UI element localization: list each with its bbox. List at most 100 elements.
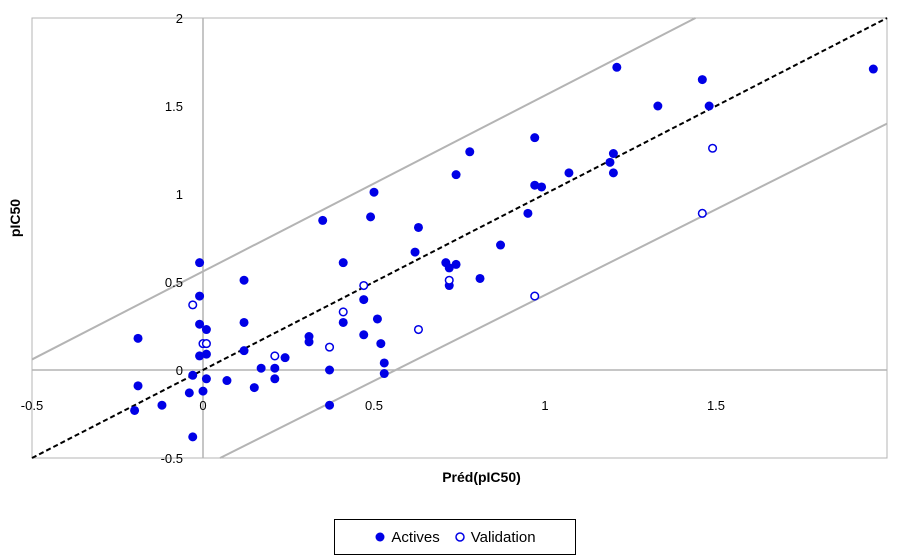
reference-lines <box>31 17 888 459</box>
data-point-validation <box>708 143 718 153</box>
legend-label-actives: Actives <box>391 528 440 546</box>
tick-labels: -0.5 0 0.5 1 1.5 -0.5 0 0.5 1 1.5 2 <box>21 11 725 466</box>
data-point-actives <box>376 339 386 349</box>
data-point-actives <box>868 64 878 74</box>
scatter-chart: -0.5 0 0.5 1 1.5 -0.5 0 0.5 1 1.5 2 Préd(pIC50) pI… <box>7 11 888 485</box>
data-point-actives <box>653 101 663 111</box>
data-point-validation <box>697 208 707 218</box>
data-point-actives <box>366 212 376 222</box>
x-tick-label: 1 <box>541 398 548 413</box>
data-point-actives <box>222 376 232 386</box>
data-point-actives <box>239 346 249 356</box>
data-point-actives <box>201 349 211 359</box>
data-point-actives <box>410 247 420 257</box>
data-point-actives <box>451 170 461 180</box>
data-point-actives <box>270 374 280 384</box>
plot-area-frame <box>31 17 888 459</box>
data-point-validation <box>444 275 454 285</box>
data-point-actives <box>369 187 379 197</box>
data-point-validation <box>188 300 198 310</box>
data-point-validation <box>413 324 424 335</box>
data-point-actives <box>256 363 266 373</box>
data-point-actives <box>530 133 540 143</box>
data-point-actives <box>612 62 622 72</box>
data-point-actives <box>444 263 454 273</box>
filled-circle-icon <box>375 532 385 542</box>
data-point-actives <box>338 317 348 327</box>
data-point-actives <box>379 369 389 379</box>
data-point-actives <box>249 383 259 393</box>
data-point-actives <box>304 337 314 347</box>
x-axis-title: Préd(pIC50) <box>442 469 521 485</box>
x-tick-label: 0 <box>199 398 206 413</box>
data-point-actives <box>608 168 618 178</box>
data-point-actives <box>608 149 618 159</box>
data-point-actives <box>325 400 335 410</box>
data-point-actives <box>201 374 211 384</box>
data-point-actives <box>325 365 335 375</box>
data-point-actives <box>338 258 348 268</box>
data-point-actives <box>359 295 369 305</box>
data-point-actives <box>195 291 205 301</box>
data-point-actives <box>372 314 382 324</box>
data-point-actives <box>195 258 205 268</box>
data-point-actives <box>201 325 211 335</box>
legend-item-validation: Validation <box>454 529 536 546</box>
data-point-actives <box>130 405 140 415</box>
data-point-validation <box>338 307 348 317</box>
legend: Actives Validation <box>334 519 576 555</box>
data-point-validation <box>530 291 540 301</box>
y-tick-label: 1.5 <box>165 99 183 114</box>
data-point-actives <box>496 240 506 250</box>
data-point-actives <box>198 386 208 396</box>
data-point-actives <box>523 208 533 218</box>
y-axis-title: pIC50 <box>7 199 23 237</box>
data-point-actives <box>413 222 423 232</box>
y-tick-label: -0.5 <box>161 451 183 466</box>
x-tick-label: 0.5 <box>365 398 383 413</box>
x-tick-label: 1.5 <box>707 398 725 413</box>
data-point-actives <box>704 101 714 111</box>
data-point-actives <box>475 273 485 283</box>
legend-item-actives: Actives <box>374 528 440 546</box>
confidence-band-line-1 <box>31 17 696 361</box>
data-point-actives <box>188 370 198 380</box>
data-point-actives <box>133 381 143 391</box>
data-point-actives <box>270 363 280 373</box>
y-tick-label: 1 <box>176 187 183 202</box>
data-point-actives <box>239 275 249 285</box>
y-tick-label: 2 <box>176 11 183 26</box>
data-point-actives <box>195 351 205 361</box>
data-point-actives <box>697 75 707 85</box>
data-point-actives <box>195 319 205 329</box>
data-point-actives <box>280 353 290 363</box>
axes <box>32 18 887 458</box>
confidence-band-line-2 <box>219 122 888 459</box>
data-point-validation <box>324 342 335 352</box>
data-point-validation <box>270 351 280 361</box>
data-point-actives <box>188 432 198 442</box>
data-point-actives <box>564 168 574 178</box>
data-point-actives <box>157 400 167 410</box>
data-point-actives <box>184 388 194 398</box>
identity-line <box>31 17 888 459</box>
y-tick-label: 0.5 <box>165 275 183 290</box>
data-point-actives <box>451 259 461 269</box>
hollow-circle-icon <box>455 532 465 542</box>
data-point-actives <box>379 358 389 368</box>
x-tick-label: -0.5 <box>21 398 43 413</box>
data-point-actives <box>465 147 475 157</box>
y-tick-label: 0 <box>176 363 183 378</box>
data-point-validation <box>359 280 369 291</box>
series-validation <box>188 143 718 361</box>
data-point-actives <box>318 215 328 225</box>
data-point-actives <box>530 180 540 190</box>
data-points <box>130 62 878 442</box>
data-point-actives <box>605 157 615 167</box>
data-point-actives <box>133 333 143 343</box>
legend-label-validation: Validation <box>470 528 536 546</box>
data-point-actives <box>239 317 249 327</box>
data-point-actives <box>537 182 547 192</box>
data-point-actives <box>359 330 369 340</box>
series-actives <box>130 62 878 442</box>
